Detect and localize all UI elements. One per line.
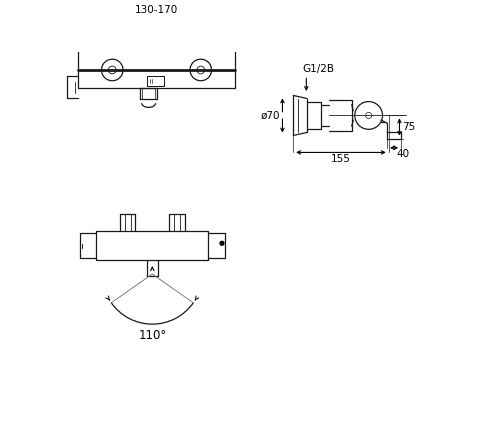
Circle shape <box>208 19 220 30</box>
Text: 155: 155 <box>331 154 351 164</box>
Text: G1/2B: G1/2B <box>302 64 334 74</box>
Circle shape <box>220 242 224 245</box>
Text: 75: 75 <box>402 122 415 132</box>
Circle shape <box>94 19 104 30</box>
Text: 40: 40 <box>396 150 409 159</box>
Text: ø70: ø70 <box>260 110 280 120</box>
Text: 110°: 110° <box>138 329 166 342</box>
Text: 130-170: 130-170 <box>135 5 178 14</box>
Bar <box>148 76 164 86</box>
